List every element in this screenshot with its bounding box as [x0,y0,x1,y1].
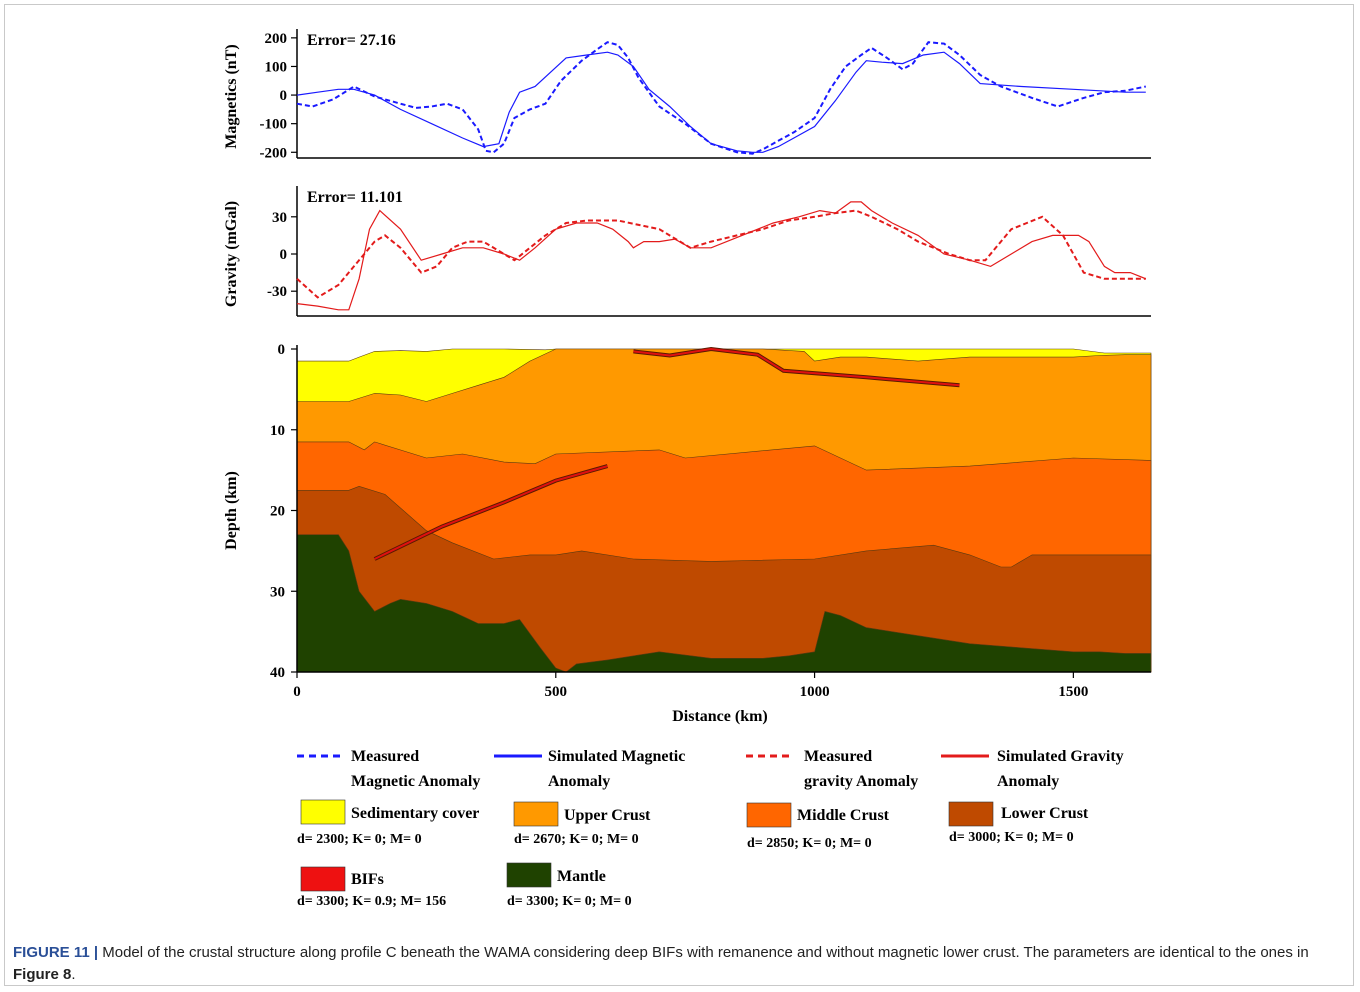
legend-params-sedimentary-cover: d= 2300; K= 0; M= 0 [297,832,422,847]
legend-label-sedimentary-cover: Sedimentary cover [351,805,479,822]
legend-params-upper-crust: d= 2670; K= 0; M= 0 [514,832,639,847]
mag-series-measured-magnetic-anomaly [296,41,1147,155]
caption-text-2: . [71,966,76,983]
legend-swatch-mantle [506,862,552,888]
figure-frame: 200 100 0 -100 -200 Magnetics (nT) Error= 27.1… [4,4,1354,986]
caption-figure-ref: Figure 8 [13,966,72,983]
bifs-body-1 [374,465,608,560]
depth-ytick-label: 10 [270,423,285,439]
legend-label-bifs: BIFs [351,871,384,888]
distance-xtick-label: 1500 [1058,684,1088,700]
depth-ytick-label: 30 [270,584,285,600]
legend-label-measured-magnetic-anomaly-2: Magnetic Anomaly [351,773,480,790]
mag-error-annotation: Error= 27.16 [307,32,396,49]
depth-ylabel: Depth (km) [223,471,240,550]
legend-swatch-lower-crust [948,801,994,827]
legend-label-simulated-gravity-anomaly-1: Simulated Gravity [997,748,1124,765]
grav-series-measured-gravity-anomaly [296,209,1146,299]
mag-ytick-label: 0 [280,88,288,104]
distance-xtick-label: 1000 [800,684,830,700]
legend-label-simulated-magnetic-anomaly-1: Simulated Magnetic [548,748,685,765]
distance-xtick-label: 500 [545,684,568,700]
mag-ylabel: Magnetics (nT) [223,44,240,148]
grav-ylabel: Gravity (mGal) [223,201,240,307]
grav-series-simulated-gravity-anomaly [296,201,1147,311]
mag-ytick-label: -200 [260,145,288,161]
legend-label-simulated-magnetic-anomaly-2: Anomaly [548,773,610,790]
depth-ytick-label: 40 [270,665,285,681]
grav-error-annotation: Error= 11.101 [307,189,403,206]
figure-caption: FIGURE 11 | Model of the crustal structu… [13,942,1333,986]
legend-label-measured-gravity-anomaly-2: gravity Anomaly [804,773,918,790]
legend-params-mantle: d= 3300; K= 0; M= 0 [507,894,632,909]
legend-label-measured-gravity-anomaly-1: Measured [804,748,872,765]
depth-ytick-label: 20 [270,504,285,520]
legend-label-simulated-gravity-anomaly-2: Anomaly [997,773,1059,790]
legend-label-measured-magnetic-anomaly-1: Measured [351,748,419,765]
caption-text-1: Model of the crustal structure along pro… [98,944,1309,961]
legend-swatch-bifs [300,866,346,892]
distance-xlabel: Distance (km) [672,708,768,725]
legend-label-mantle: Mantle [557,868,606,885]
mag-ytick-label: 200 [265,31,288,47]
mag-ytick-label: -100 [260,117,288,133]
legend-params-middle-crust: d= 2850; K= 0; M= 0 [747,836,872,851]
grav-ytick-label: -30 [267,284,287,300]
mag-ytick-label: 100 [265,59,288,75]
bifs-body-2 [633,347,960,387]
mag-series-simulated-magnetic-anomaly [296,51,1146,153]
legend-swatch-sedimentary-cover [300,799,346,825]
legend-label-middle-crust: Middle Crust [797,807,890,824]
caption-label: FIGURE 11 | [13,944,99,961]
legend-swatch-upper-crust [513,801,559,827]
grav-ytick-label: 0 [280,247,288,263]
grav-ytick-label: 30 [272,210,287,226]
legend-label-upper-crust: Upper Crust [564,807,651,824]
distance-xtick-label: 0 [293,684,301,700]
legend-params-bifs: d= 3300; K= 0.9; M= 156 [297,894,446,909]
layer-mantle [296,534,1152,673]
legend-label-lower-crust: Lower Crust [1001,805,1089,822]
legend-swatch-middle-crust [746,802,792,828]
depth-ytick-label: 0 [278,342,286,358]
legend-params-lower-crust: d= 3000; K= 0; M= 0 [949,830,1074,845]
